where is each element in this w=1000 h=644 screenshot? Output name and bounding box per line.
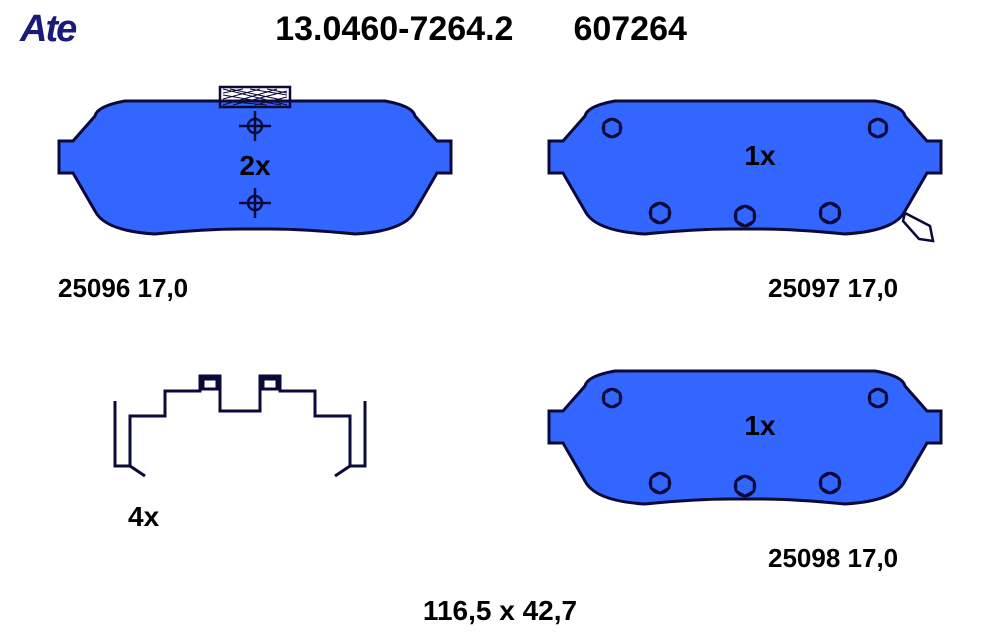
- diagram-area: 2x 25096 17,0 1x 25097 17,0 4: [0, 51, 1000, 631]
- pad-a-ref: 25096 17,0: [58, 273, 188, 304]
- pad-c-ref: 25098 17,0: [768, 543, 898, 574]
- clip-qty: 4x: [128, 501, 159, 533]
- pad-b-qty: 1x: [744, 140, 776, 171]
- pad-b-ref: 25097 17,0: [768, 273, 898, 304]
- brake-pad-a: 2x: [45, 81, 465, 261]
- pad-c-qty: 1x: [744, 410, 776, 441]
- alt-part-number: 607264: [573, 10, 686, 49]
- brake-pad-b: 1x: [535, 81, 955, 261]
- dimensions: 116,5 x 42,7: [423, 595, 577, 627]
- mounting-clip: [95, 361, 385, 511]
- header: Ate 13.0460-7264.2 607264: [0, 0, 1000, 51]
- pad-a-qty: 2x: [239, 150, 271, 181]
- main-part-number: 13.0460-7264.2: [275, 10, 513, 49]
- brand-logo: Ate: [20, 8, 75, 51]
- brake-pad-c: 1x: [535, 351, 955, 531]
